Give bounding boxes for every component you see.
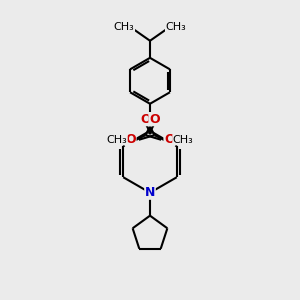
Text: O: O: [125, 133, 136, 146]
Text: CH₃: CH₃: [173, 135, 194, 145]
Text: N: N: [145, 186, 155, 199]
Text: CH₃: CH₃: [166, 22, 186, 32]
Text: O: O: [149, 113, 160, 126]
Text: O: O: [164, 133, 175, 146]
Text: CH₃: CH₃: [114, 22, 134, 32]
Text: CH₃: CH₃: [106, 135, 127, 145]
Text: O: O: [140, 113, 151, 126]
